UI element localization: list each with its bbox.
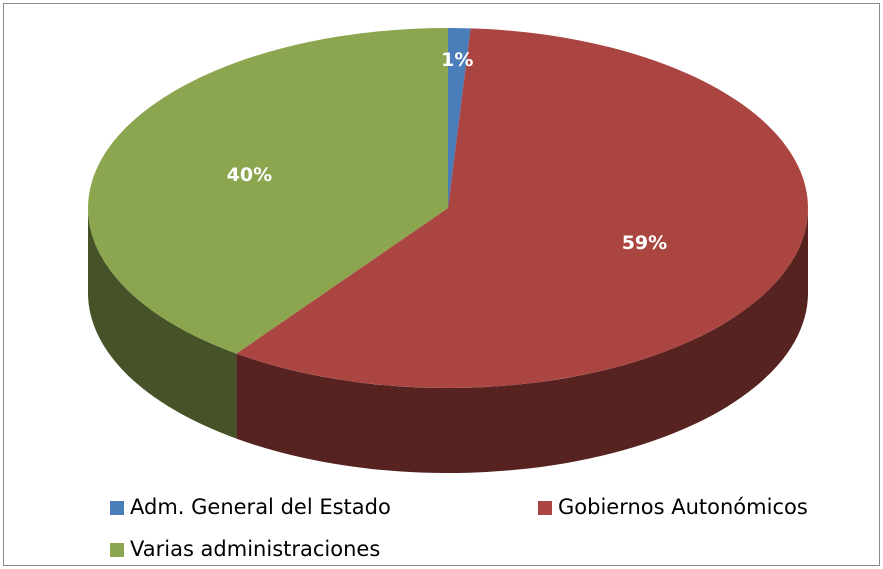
legend-swatch xyxy=(538,501,552,515)
data-label: 59% xyxy=(622,232,667,254)
legend-swatch xyxy=(110,543,124,557)
pie-slice xyxy=(448,28,471,208)
legend-label: Gobiernos Autonómicos xyxy=(558,495,808,519)
pie-side xyxy=(236,208,808,474)
legend-swatch xyxy=(110,501,124,515)
pie-slice xyxy=(88,28,449,354)
data-label: 40% xyxy=(227,164,272,186)
legend-label: Adm. General del Estado xyxy=(130,495,391,519)
pie-slice xyxy=(236,28,808,388)
legend-label: Varias administraciones xyxy=(130,537,380,561)
data-label: 1% xyxy=(441,49,473,71)
pie-side xyxy=(87,208,237,439)
